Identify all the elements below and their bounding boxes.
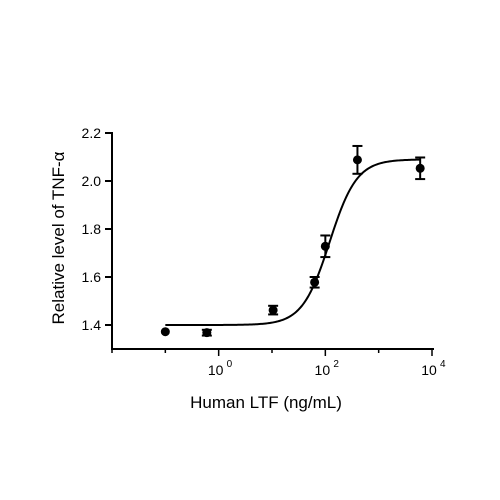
- x-axis-ticks: 10 0 10 2 10 4: [111, 349, 446, 378]
- x-tick-exponent: 4: [440, 359, 446, 370]
- x-tick-exponent: 0: [227, 359, 233, 370]
- axes: [111, 132, 434, 350]
- fit-curve: [165, 158, 421, 326]
- data-points: [160, 144, 426, 338]
- data-point: [160, 327, 170, 337]
- y-tick-label: 2.0: [82, 173, 102, 189]
- data-point: [352, 155, 362, 165]
- y-axis-ticks: 1.4 1.6 1.8 2.0 2.2: [82, 125, 112, 333]
- y-axis-label: Relative level of TNF-α: [49, 151, 68, 324]
- y-tick-label: 1.6: [82, 269, 102, 285]
- x-tick-label: 10: [208, 362, 224, 378]
- data-point: [320, 241, 330, 251]
- y-tick-label: 2.2: [82, 125, 102, 141]
- x-tick-label: 10: [421, 362, 437, 378]
- data-point: [268, 305, 278, 315]
- x-tick-exponent: 2: [333, 359, 339, 370]
- data-point: [415, 163, 425, 173]
- x-axis-label: Human LTF (ng/mL): [190, 393, 342, 412]
- data-point: [310, 277, 320, 287]
- y-tick-label: 1.4: [82, 317, 102, 333]
- data-point: [202, 328, 212, 338]
- y-tick-label: 1.8: [82, 221, 102, 237]
- x-tick-label: 10: [315, 362, 331, 378]
